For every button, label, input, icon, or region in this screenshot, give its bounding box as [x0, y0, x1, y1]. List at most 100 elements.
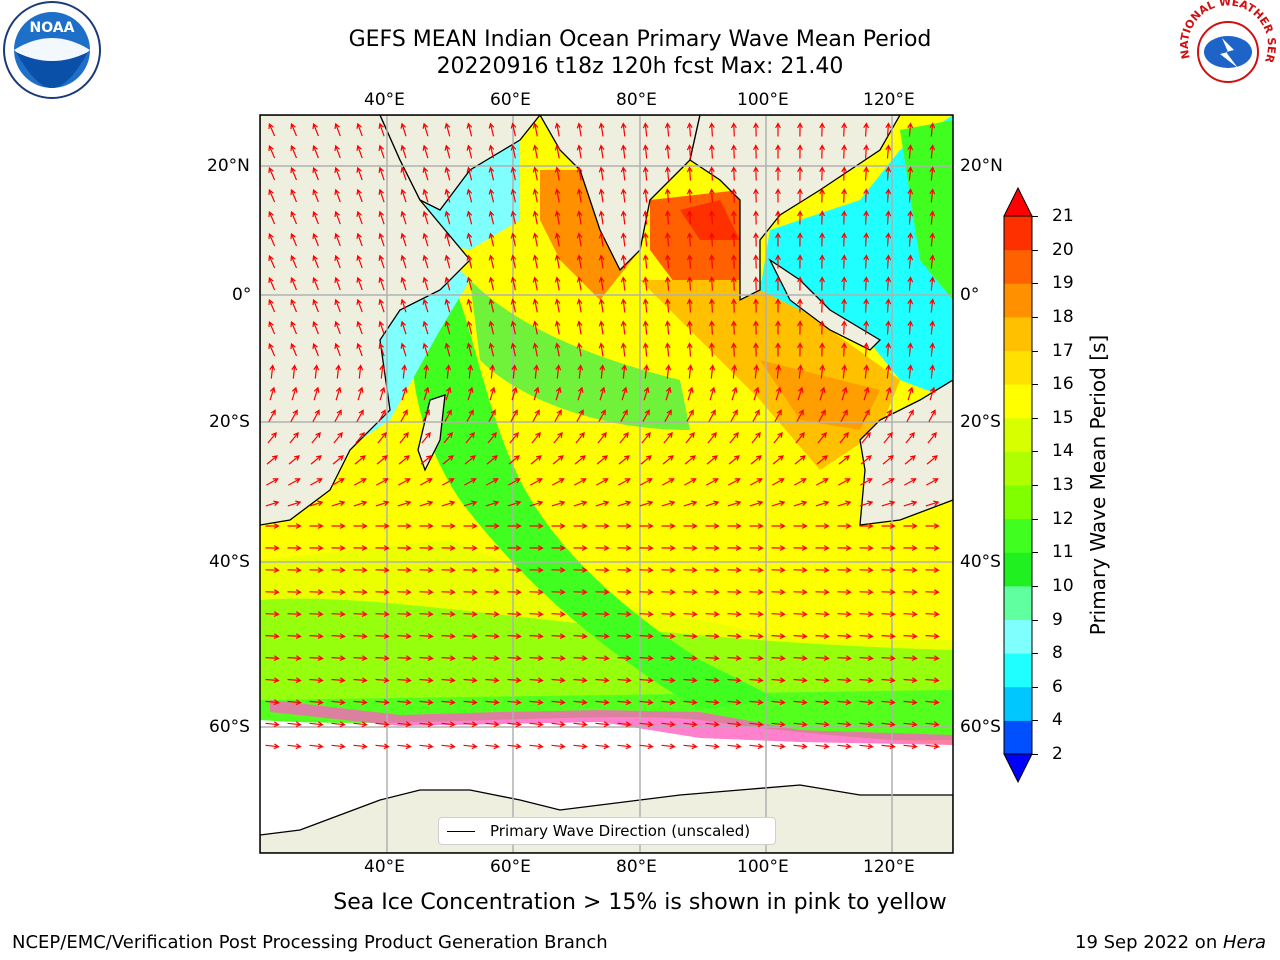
wave-arrow	[356, 342, 363, 357]
wave-arrow	[643, 364, 650, 379]
wave-arrow	[573, 545, 588, 551]
wave-arrow	[375, 655, 390, 662]
wave-arrow	[397, 523, 412, 529]
wave-arrow	[310, 478, 323, 486]
wave-arrow	[863, 166, 870, 181]
wave-arrow	[775, 254, 781, 269]
wave-arrow	[815, 655, 830, 662]
lon-label-bottom-60e: 60°E	[490, 857, 531, 877]
wave-arrow	[816, 478, 829, 486]
wave-arrow	[664, 320, 671, 335]
wave-arrow	[859, 721, 874, 728]
wave-arrow	[377, 432, 387, 444]
wave-arrow	[375, 567, 390, 573]
wave-arrow	[441, 677, 456, 684]
wave-arrow	[905, 432, 915, 444]
wave-arrow	[463, 523, 478, 529]
colorbar-tick-label: 13	[1052, 475, 1074, 495]
wave-arrow	[553, 432, 563, 444]
wave-arrow	[705, 611, 720, 618]
colorbar-segment	[1004, 686, 1032, 721]
wave-arrow	[444, 210, 451, 225]
wave-arrow	[309, 545, 324, 551]
wave-arrow	[683, 589, 698, 596]
wave-arrow	[529, 633, 544, 640]
wave-arrow	[841, 122, 848, 137]
wave-arrow	[771, 721, 786, 728]
wave-arrow	[664, 298, 671, 313]
wave-arrow	[841, 364, 848, 379]
wave-arrow	[507, 589, 522, 596]
wave-arrow	[794, 455, 806, 465]
wave-arrow	[510, 276, 517, 291]
wave-arrow	[903, 743, 918, 750]
wave-arrow	[837, 677, 852, 684]
wave-arrow	[598, 409, 606, 422]
wave-arrow	[287, 743, 302, 750]
wave-arrow	[885, 144, 892, 159]
wave-arrow	[839, 432, 849, 444]
colorbar-tick-mark	[1032, 249, 1038, 251]
wave-arrow	[596, 455, 608, 465]
wave-arrow	[797, 254, 803, 269]
wave-arrow	[727, 677, 742, 684]
colorbar-segment	[1004, 552, 1032, 587]
wave-arrow	[265, 633, 280, 640]
wave-arrow	[463, 633, 478, 640]
wave-arrow	[775, 210, 781, 225]
wave-arrow	[794, 478, 807, 486]
wave-arrow	[841, 254, 848, 269]
wave-arrow	[375, 500, 390, 507]
colorbar-tick-label: 17	[1052, 340, 1074, 361]
wave-arrow	[686, 210, 693, 225]
wave-arrow	[775, 386, 782, 401]
footer-date: 19 Sep 2022 on Hera	[1075, 932, 1266, 953]
wave-arrow	[576, 122, 583, 137]
wave-arrow	[287, 677, 302, 684]
wave-arrow	[532, 254, 539, 269]
wave-arrow	[664, 188, 671, 203]
wave-arrow	[529, 523, 544, 529]
wave-arrow	[551, 500, 566, 507]
wave-arrow	[885, 364, 892, 379]
wave-arrow	[420, 455, 432, 465]
wave-arrow	[378, 232, 385, 247]
wave-arrow	[442, 455, 454, 465]
wave-arrow	[728, 455, 740, 465]
wave-arrow	[397, 743, 412, 750]
wave-arrow	[466, 232, 473, 247]
wave-arrow	[793, 699, 808, 706]
wave-arrow	[397, 567, 412, 573]
wave-arrow	[509, 432, 519, 444]
wave-arrow	[441, 721, 456, 728]
wave-arrow	[268, 210, 276, 225]
wave-arrow	[775, 364, 782, 379]
wave-arrow	[576, 166, 583, 181]
wave-arrow	[882, 478, 895, 486]
wave-arrow	[753, 364, 760, 379]
colorbar-segment	[1004, 619, 1032, 654]
wave-arrow	[554, 144, 561, 159]
wave-arrow	[378, 144, 385, 159]
colorbar-tick-mark	[1032, 283, 1038, 285]
wave-arrow	[378, 210, 385, 225]
wave-arrow	[375, 611, 390, 618]
nws-logo: NATIONAL WEATHER SERVICE	[1174, 0, 1278, 100]
wave-arrow	[529, 567, 544, 573]
wave-arrow	[639, 655, 654, 662]
wave-arrow	[727, 721, 742, 728]
wave-arrow	[907, 320, 914, 335]
wave-arrow	[925, 611, 940, 618]
wave-arrow	[728, 478, 741, 486]
wave-arrow	[639, 611, 654, 618]
wave-arrow	[267, 432, 277, 444]
colorbar-segment	[1004, 720, 1032, 755]
wave-arrow	[266, 478, 279, 486]
wave-arrow	[683, 500, 698, 507]
wave-arrow	[641, 432, 651, 444]
wave-arrow	[683, 633, 698, 640]
colorbar-tick-label: 16	[1052, 374, 1074, 395]
wave-arrow	[683, 699, 698, 706]
wave-arrow	[595, 721, 610, 728]
wave-arrow	[926, 455, 938, 465]
